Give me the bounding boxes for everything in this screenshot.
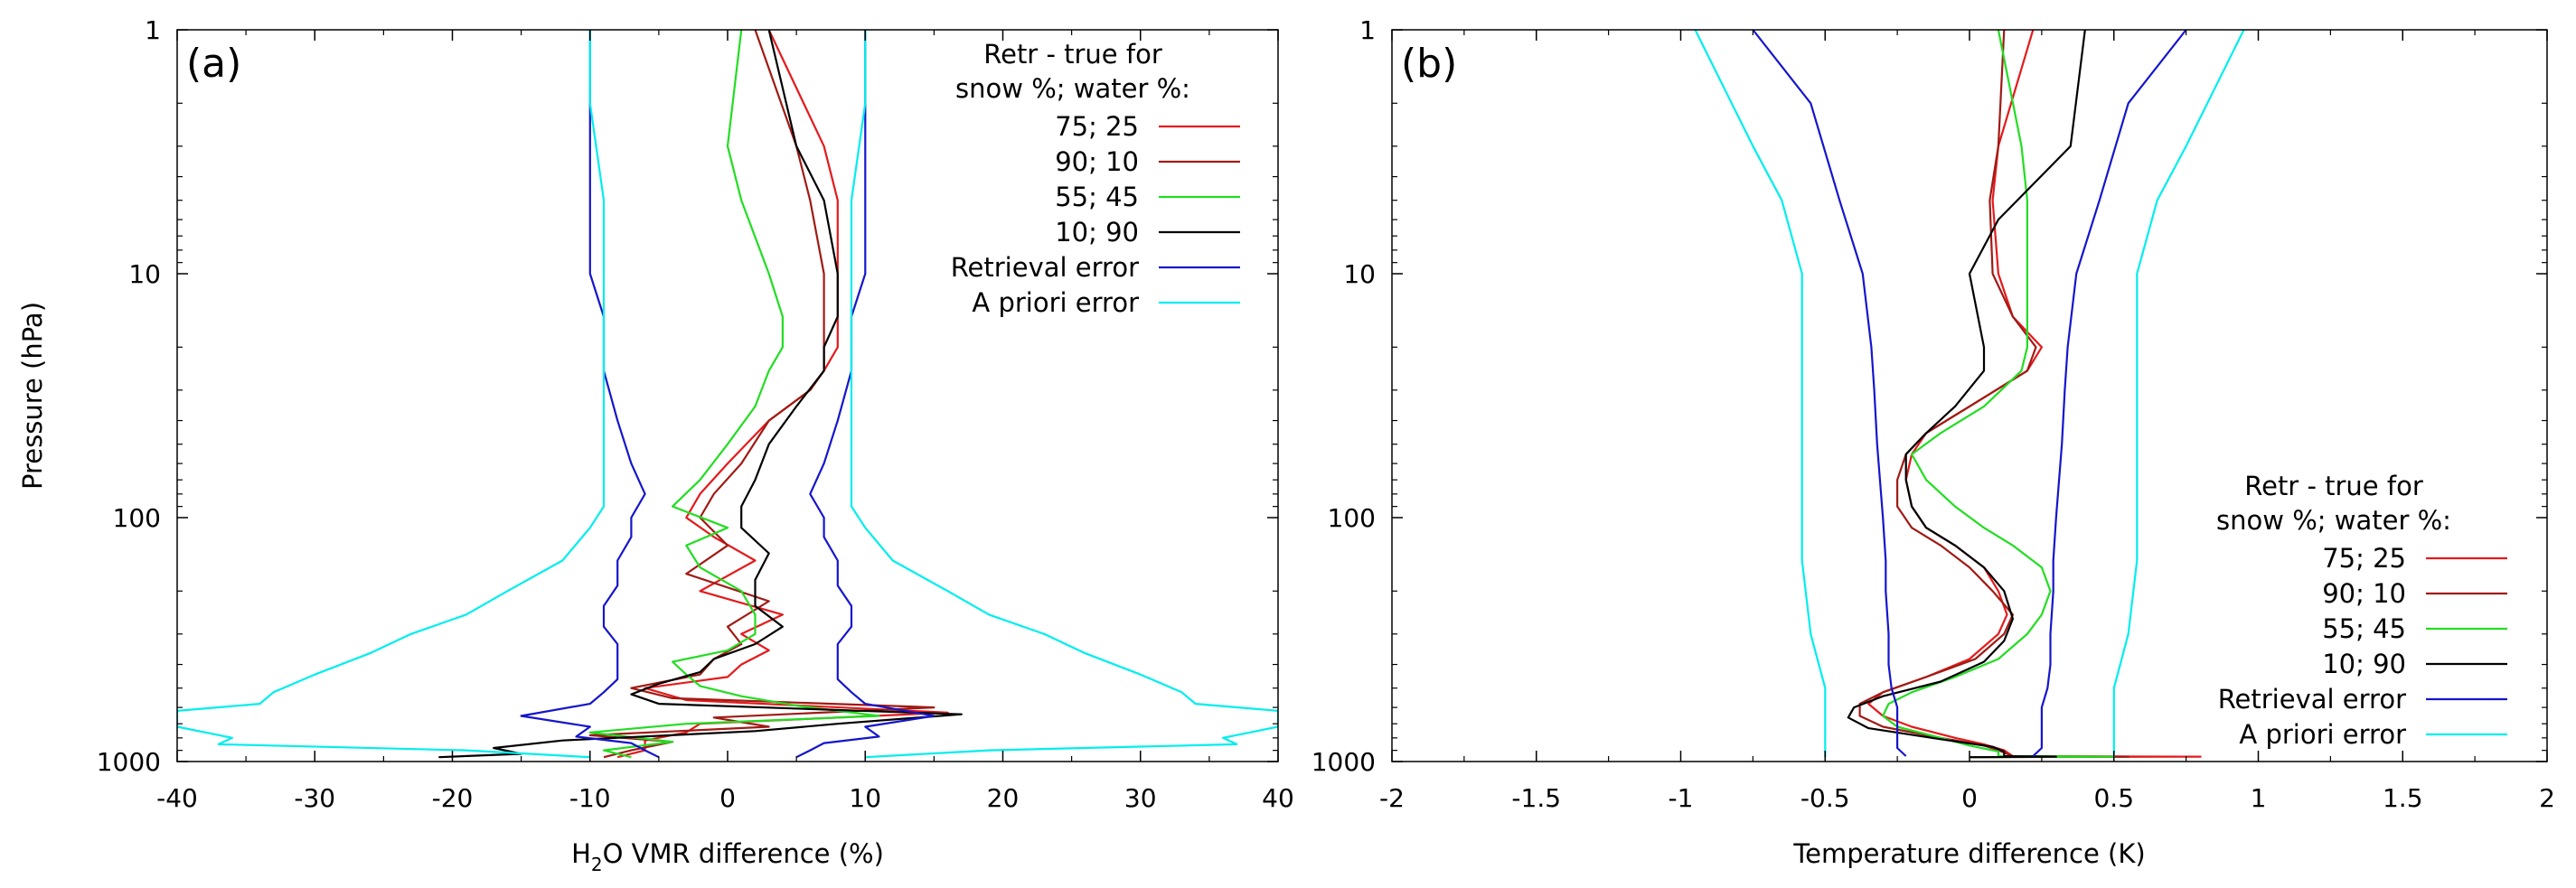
x-axis-label: Temperature difference (K) bbox=[1792, 838, 2145, 869]
plot-area bbox=[1694, 30, 2245, 759]
legend-label: Retrieval error bbox=[951, 252, 1139, 283]
x-tick-label: 10 bbox=[849, 783, 881, 813]
x-axis-label-subscript: 2 bbox=[591, 854, 603, 875]
x-tick-label: 0.5 bbox=[2093, 783, 2134, 813]
series-line-90-10 bbox=[588, 30, 935, 759]
legend-label: 75; 25 bbox=[1055, 111, 1139, 142]
y-tick-label: 1 bbox=[145, 15, 161, 45]
legend-title: snow %; water %: bbox=[955, 73, 1190, 104]
legend-title: Retr - true for bbox=[2244, 471, 2423, 501]
y-tick-label: 10 bbox=[1343, 259, 1376, 289]
series-line-90-10 bbox=[1858, 30, 2129, 759]
y-tick-label: 1 bbox=[1359, 15, 1376, 45]
legend-title: Retr - true for bbox=[983, 39, 1162, 70]
y-tick-label: 1000 bbox=[1312, 747, 1376, 777]
legend: Retr - true for snow %; water %: 75; 25 90;… bbox=[2216, 471, 2507, 750]
x-axis-label: H2O VMR difference (%) bbox=[571, 838, 884, 875]
x-tick-label: -1.5 bbox=[1511, 783, 1561, 813]
x-tick-label: 2 bbox=[2539, 783, 2555, 813]
series-line-a-priori-error bbox=[850, 30, 1278, 759]
panel-label: (b) bbox=[1401, 41, 1457, 87]
y-tick-label: 1000 bbox=[97, 747, 161, 777]
legend-label: 55; 45 bbox=[2322, 613, 2406, 644]
series-line-a-priori-error bbox=[2112, 30, 2245, 758]
x-tick-label: -40 bbox=[156, 783, 198, 813]
x-tick-label: 1 bbox=[2251, 783, 2267, 813]
x-tick-label: -10 bbox=[569, 783, 611, 813]
x-tick-label: 30 bbox=[1124, 783, 1157, 813]
legend-title: snow %; water %: bbox=[2216, 505, 2451, 536]
legend-label: A priori error bbox=[2239, 719, 2406, 750]
chart-panel-b: -2 -1.5 -1 -0.5 0 0.5 1 1.5 2 1 10 100 1000 (b) Temper… bbox=[1312, 15, 2555, 869]
x-tick-label: 0 bbox=[1961, 783, 1978, 813]
series-line-retrieval-error bbox=[795, 30, 935, 759]
y-tick-label: 100 bbox=[1328, 503, 1376, 533]
series-line-75-25 bbox=[616, 30, 949, 759]
series-line-retrieval-error-negative bbox=[520, 30, 660, 759]
x-tick-label: 0 bbox=[719, 783, 736, 813]
x-axis-label-part: H bbox=[571, 838, 591, 869]
panel-label: (a) bbox=[186, 41, 241, 87]
series-line-75-25 bbox=[1867, 30, 2202, 759]
legend-label: 10; 90 bbox=[2322, 649, 2406, 679]
series-line-retrieval-error-negative bbox=[1752, 30, 1907, 757]
legend-label: 55; 45 bbox=[1055, 182, 1139, 212]
x-tick-label: -0.5 bbox=[1800, 783, 1850, 813]
series-line-10-90 bbox=[438, 30, 963, 759]
x-tick-label: -20 bbox=[432, 783, 474, 813]
x-tick-label: -1 bbox=[1669, 783, 1694, 813]
chart-panel-a: -40 -30 -20 -10 0 10 20 30 40 1 10 100 1000 (a) H2O VM… bbox=[17, 15, 1294, 875]
series-line-retrieval-error bbox=[2032, 30, 2187, 757]
series-line-a-priori-error-negative bbox=[177, 30, 606, 759]
legend-label: 10; 90 bbox=[1055, 217, 1139, 248]
x-tick-label: -2 bbox=[1379, 783, 1405, 813]
y-tick-label: 100 bbox=[113, 503, 161, 533]
legend-label: Retrieval error bbox=[2218, 684, 2406, 715]
legend-label: 90; 10 bbox=[1055, 146, 1139, 177]
series-line-55-45 bbox=[588, 30, 880, 759]
legend-label: A priori error bbox=[972, 287, 1139, 318]
x-tick-label: -30 bbox=[294, 783, 335, 813]
y-axis-label: Pressure (hPa) bbox=[17, 302, 48, 490]
x-tick-label: 1.5 bbox=[2383, 783, 2423, 813]
x-tick-label: 40 bbox=[1262, 783, 1294, 813]
plot-area bbox=[177, 30, 1278, 759]
legend-label: 75; 25 bbox=[2322, 543, 2406, 574]
x-tick-label: 20 bbox=[987, 783, 1020, 813]
x-axis-label-part: O VMR difference (%) bbox=[603, 838, 884, 869]
legend-label: 90; 10 bbox=[2322, 578, 2406, 609]
series-line-10-90 bbox=[1847, 30, 2086, 759]
y-tick-label: 10 bbox=[128, 259, 161, 289]
series-line-a-priori-error-negative bbox=[1694, 30, 1827, 758]
